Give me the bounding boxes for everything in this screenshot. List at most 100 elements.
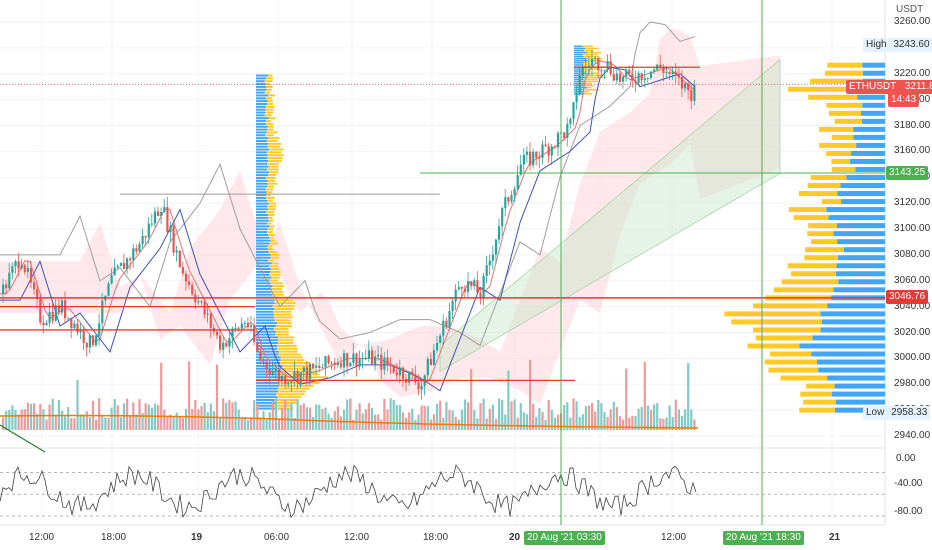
candle-body — [653, 69, 656, 72]
vp-range-buy — [821, 319, 885, 325]
volume-bar — [129, 416, 132, 430]
vp-bar-buy — [256, 322, 278, 325]
candle-body — [85, 342, 88, 348]
candle-body — [209, 313, 212, 328]
vp-bar-buy — [256, 339, 278, 342]
high-marker: High 3243.60 — [863, 38, 932, 52]
candle-body — [436, 342, 439, 351]
vp-range-buy — [862, 70, 885, 76]
candle-body — [680, 77, 684, 89]
cloud-bearish — [0, 28, 780, 404]
vp-bar-sell — [267, 168, 279, 171]
vp-bar-buy — [256, 157, 268, 160]
candle-body — [529, 151, 532, 166]
volume-bar — [253, 400, 256, 430]
volume-bar — [684, 409, 687, 430]
vp-bar-buy — [256, 125, 268, 128]
candle-body — [141, 235, 144, 245]
candle-body — [147, 223, 150, 238]
candle-body — [625, 69, 628, 77]
candle-body — [225, 342, 228, 347]
vp-range-sell — [831, 166, 856, 172]
volume-bar — [541, 411, 544, 430]
candle-body — [398, 367, 401, 376]
vp-bar-buy — [256, 137, 269, 140]
volume-bar — [101, 415, 104, 430]
price-tick: 3060.00 — [894, 274, 931, 286]
vp-range-sell — [810, 239, 838, 245]
volume-bar — [163, 409, 166, 430]
candle-body — [234, 327, 237, 329]
candle-body — [11, 266, 14, 273]
volume-bar — [14, 409, 17, 430]
volume-bar — [8, 409, 11, 430]
vp-range-sell — [826, 102, 863, 108]
vp-bar-sell — [268, 137, 280, 140]
candle-body — [48, 312, 51, 324]
vp-bar-buy — [256, 287, 271, 290]
candle-body — [510, 195, 513, 202]
volume-bar — [398, 405, 401, 430]
vp-bar-buy — [256, 353, 279, 356]
candle-body — [544, 144, 547, 147]
candle-body — [166, 206, 169, 233]
candle-body — [389, 364, 392, 367]
volume-bar — [569, 417, 572, 430]
volume-bar — [408, 412, 411, 430]
volume-bar — [401, 412, 405, 430]
candle-body — [693, 84, 696, 101]
vp-bar-buy — [256, 139, 267, 142]
vp-bar-sell — [267, 231, 274, 234]
vp-bar-sell — [266, 194, 271, 197]
vp-bar-sell — [278, 390, 306, 393]
vp-bar-buy — [256, 404, 275, 407]
volume-bar — [380, 419, 383, 430]
vp-range-buy — [853, 126, 885, 132]
vp-range-sell — [804, 255, 839, 261]
volume-bar — [126, 398, 129, 430]
vp-range-buy — [820, 327, 885, 333]
candle-body — [581, 66, 584, 76]
price-tick: 3260.00 — [894, 16, 931, 27]
volume-bar — [76, 379, 79, 430]
candle-body — [51, 312, 54, 321]
vp-bar-buy — [256, 256, 271, 259]
volume-bar — [5, 410, 8, 430]
volume-bar — [343, 409, 346, 430]
time-tick: 20 — [509, 532, 521, 543]
vp-range-sell — [826, 150, 851, 156]
vp-bar-sell — [584, 82, 592, 85]
vp-bar-buy — [256, 231, 268, 234]
volume-bar — [79, 414, 82, 430]
vp-bar-sell — [265, 105, 275, 108]
vp-bar-buy — [256, 159, 269, 162]
volume-bar — [600, 403, 603, 430]
vp-bar-sell — [268, 219, 274, 222]
candle-body — [67, 317, 70, 319]
candle-body — [550, 146, 553, 156]
candle-body — [674, 71, 677, 76]
candle-body — [482, 275, 485, 298]
candle-body — [364, 358, 367, 360]
vp-bar-buy — [256, 316, 275, 319]
vp-bar-buy — [256, 151, 267, 154]
vp-range-sell — [764, 359, 817, 365]
volume-bar — [215, 364, 219, 430]
volume-bar — [70, 417, 73, 430]
vp-range-sell — [731, 319, 822, 325]
time-tick: 12:00 — [344, 532, 370, 543]
vp-bar-sell — [278, 350, 298, 353]
vp-bar-buy — [256, 344, 278, 347]
volume-bar — [367, 403, 370, 430]
volume-bar — [550, 409, 553, 430]
candle-body — [113, 267, 116, 276]
vp-range-buy — [860, 110, 885, 116]
price-tick: 3220.00 — [894, 67, 931, 79]
vp-bar-sell — [267, 145, 280, 148]
candle-body — [352, 353, 355, 363]
volume-bar — [618, 416, 622, 430]
price-tick: 3180.00 — [894, 119, 931, 131]
candle-body — [336, 363, 339, 366]
volume-bar — [516, 417, 519, 430]
